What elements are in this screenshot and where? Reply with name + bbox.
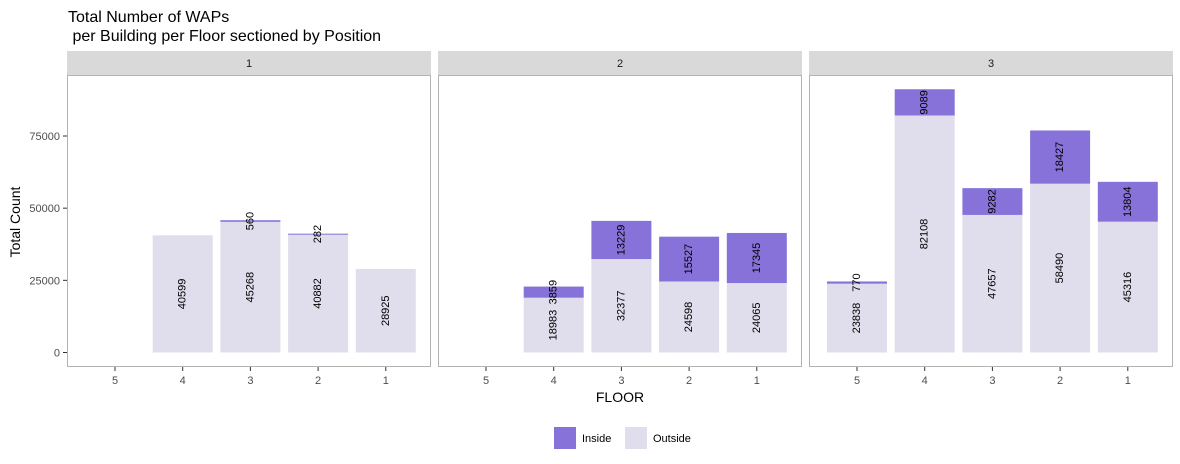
facet-panel-1: 1 5 4 3 2 1 40599 45268 560 40882 282 28925 — [67, 51, 431, 387]
facet-strip-label: 1 — [246, 58, 252, 70]
bar-label-inside: 13804 — [1122, 186, 1134, 217]
x-axis-title: FLOOR — [596, 389, 644, 405]
x-tick-label: 2 — [1057, 375, 1063, 387]
bar-label-outside: 18983 — [548, 310, 560, 341]
x-tick-label: 1 — [754, 375, 760, 387]
bar-label-outside: 40882 — [312, 278, 324, 309]
facet-strip-label: 3 — [988, 58, 994, 70]
bar-label-inside: 13229 — [615, 225, 627, 256]
facet-panel-3: 3 5 4 3 2 1 23838 770 82108 9089 47657 9282 58490 184… — [809, 51, 1173, 387]
bar-inside — [962, 188, 1023, 215]
bar-inside — [523, 286, 584, 298]
bar-label-outside: 40599 — [177, 279, 189, 310]
panel-border — [438, 75, 802, 367]
bar-label-outside: 23838 — [851, 303, 863, 334]
legend-label: Outside — [653, 433, 691, 445]
x-tick-label: 1 — [383, 375, 389, 387]
bar-inside — [220, 220, 281, 222]
legend-swatch — [625, 427, 647, 449]
bar-label-inside: 770 — [851, 273, 863, 291]
bar-inside — [591, 220, 652, 260]
bar-label-inside: 18427 — [1054, 142, 1066, 173]
bar-label-outside: 47657 — [986, 268, 998, 299]
x-tick-label: 5 — [483, 375, 489, 387]
legend-label: Inside — [582, 433, 611, 445]
x-tick-label: 4 — [922, 375, 928, 387]
bar-outside — [827, 283, 887, 353]
bar-label-outside: 45316 — [1122, 272, 1134, 303]
legend: Inside Outside — [554, 427, 691, 449]
bar-label-outside: 82108 — [919, 219, 931, 250]
bar-outside — [220, 221, 281, 353]
bar-inside — [659, 236, 720, 282]
bar-label-outside: 24065 — [751, 302, 763, 333]
bar-label-outside: 24598 — [683, 302, 695, 333]
bar-inside — [1030, 130, 1091, 184]
y-tick-label: 75000 — [29, 131, 60, 143]
facet-strip — [438, 51, 802, 75]
bar-outside — [591, 259, 652, 353]
x-tick-label: 5 — [854, 375, 860, 387]
facet-panel-2: 2 5 4 3 2 1 18983 3859 32377 13229 24598 15527 24065… — [438, 51, 802, 387]
bar-label-outside: 28925 — [380, 295, 392, 326]
x-tick-label: 4 — [180, 375, 186, 387]
bar-inside — [288, 233, 349, 235]
x-tick-label: 3 — [247, 375, 253, 387]
y-tick-label: 25000 — [29, 275, 60, 287]
x-tick-label: 2 — [686, 375, 692, 387]
bar-inside — [726, 232, 787, 284]
x-tick-label: 5 — [112, 375, 118, 387]
facet-strip — [809, 51, 1173, 75]
panel-border — [67, 75, 431, 367]
y-tick-label: 0 — [54, 348, 60, 360]
bar-outside — [726, 283, 787, 353]
facet-strip-label: 2 — [617, 58, 623, 70]
bar-outside — [288, 234, 349, 353]
x-tick-label: 3 — [618, 375, 624, 387]
bar-inside — [1097, 181, 1158, 222]
bar-label-inside: 9089 — [919, 90, 931, 114]
bar-label-inside: 282 — [312, 225, 324, 243]
bar-outside — [1030, 183, 1091, 353]
bar-outside — [355, 269, 416, 353]
bar-outside — [659, 281, 720, 353]
bar-label-inside: 560 — [244, 212, 256, 230]
x-tick-label: 1 — [1125, 375, 1131, 387]
bar-label-inside: 17345 — [751, 243, 763, 274]
bar-label-inside: 15527 — [683, 244, 695, 275]
bar-label-outside: 58490 — [1054, 253, 1066, 284]
chart-title-line-1: Total Number of WAPs — [68, 9, 229, 26]
bar-label-inside: 9282 — [986, 189, 998, 213]
y-tick-label: 50000 — [29, 203, 60, 215]
bar-inside — [827, 281, 887, 284]
y-axis: 0 25000 50000 75000 — [29, 131, 67, 360]
bar-outside — [523, 297, 584, 353]
bar-outside — [962, 214, 1023, 353]
x-tick-label: 4 — [551, 375, 557, 387]
bar-inside — [894, 89, 955, 116]
chart-title-line-2: per Building per Floor sectioned by Posi… — [68, 28, 381, 45]
bar-outside — [1097, 221, 1158, 353]
bar-outside — [152, 235, 213, 353]
bar-label-outside: 32377 — [615, 290, 627, 321]
bar-label-outside: 45268 — [244, 272, 256, 303]
legend-item: Inside — [554, 427, 611, 449]
facet-strip — [67, 51, 431, 75]
bar-outside — [894, 115, 955, 353]
y-axis-title: Total Count — [7, 186, 23, 257]
legend-item: Outside — [625, 427, 691, 449]
bar-label-inside: 3859 — [548, 280, 560, 304]
panel-border — [809, 75, 1173, 367]
x-tick-label: 2 — [315, 375, 321, 387]
x-tick-label: 3 — [989, 375, 995, 387]
legend-swatch — [554, 427, 576, 449]
